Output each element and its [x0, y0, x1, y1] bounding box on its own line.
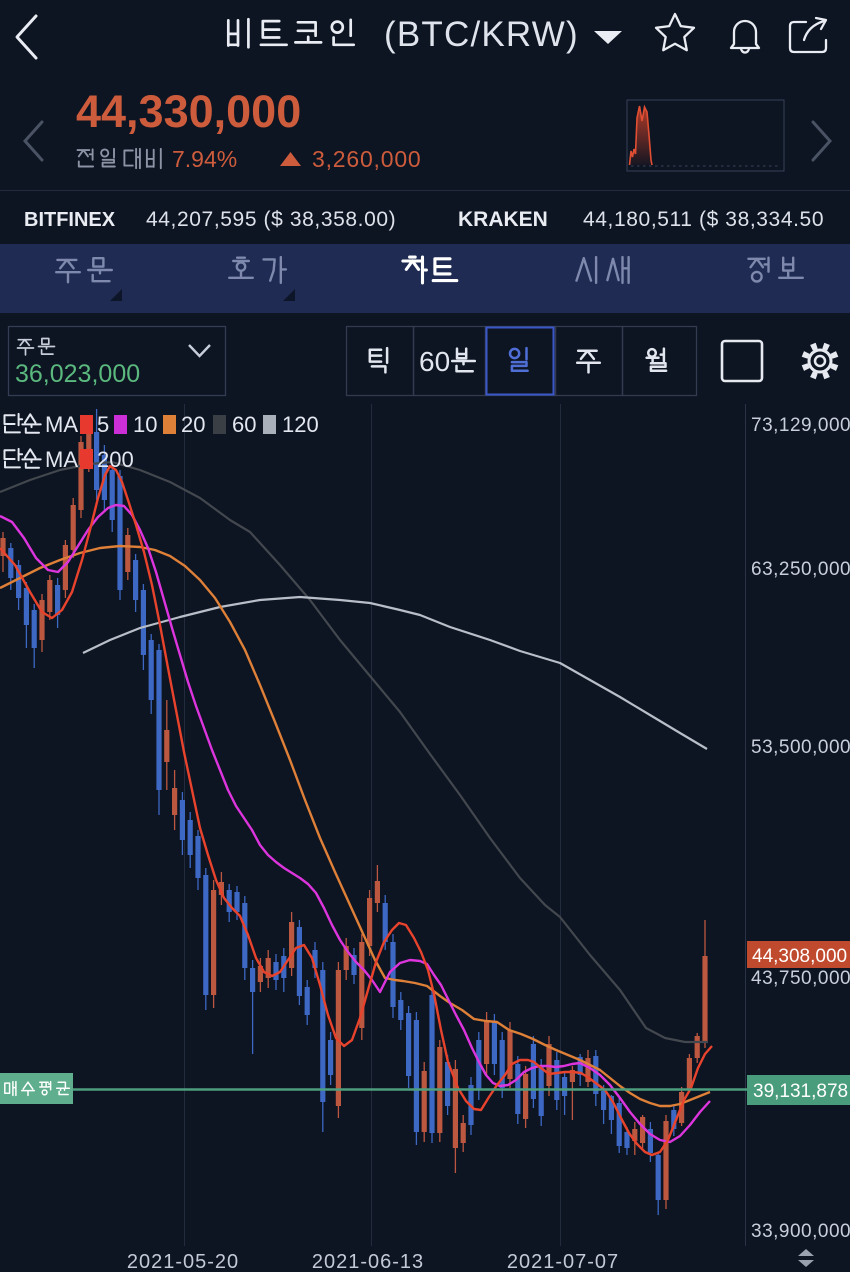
svg-text:73,129,000: 73,129,000 — [751, 415, 850, 436]
svg-text:2021-07-07: 2021-07-07 — [507, 1251, 619, 1272]
svg-text:MA: MA — [45, 412, 78, 437]
svg-text:53,500,000: 53,500,000 — [751, 737, 850, 758]
svg-text:MA: MA — [45, 447, 78, 472]
svg-text:60: 60 — [419, 346, 450, 377]
svg-text:44,207,595 ($ 38,358.00): 44,207,595 ($ 38,358.00) — [146, 208, 396, 231]
svg-text:7.94%: 7.94% — [172, 146, 237, 172]
svg-text:63,250,000: 63,250,000 — [751, 559, 850, 580]
svg-text:44,308,000: 44,308,000 — [752, 946, 847, 967]
svg-text:43,750,000: 43,750,000 — [751, 968, 850, 989]
svg-text:60: 60 — [232, 412, 256, 437]
svg-text:200: 200 — [97, 447, 134, 472]
svg-text:20: 20 — [181, 412, 205, 437]
svg-text:33,900,000: 33,900,000 — [751, 1221, 850, 1242]
svg-text:36,023,000: 36,023,000 — [15, 360, 140, 388]
svg-text:2021-05-20: 2021-05-20 — [127, 1251, 239, 1272]
svg-text:44,330,000: 44,330,000 — [76, 86, 301, 137]
svg-text:10: 10 — [133, 412, 157, 437]
svg-text:44,180,511 ($ 38,334.50: 44,180,511 ($ 38,334.50 — [583, 208, 824, 231]
svg-text:(BTC/KRW): (BTC/KRW) — [384, 15, 579, 54]
svg-text:39,131,878: 39,131,878 — [753, 1081, 848, 1102]
svg-text:BITFINEX: BITFINEX — [24, 209, 116, 231]
svg-text:120: 120 — [282, 412, 319, 437]
svg-text:KRAKEN: KRAKEN — [458, 208, 548, 231]
svg-text:5: 5 — [97, 412, 109, 437]
svg-text:2021-06-13: 2021-06-13 — [312, 1251, 424, 1272]
svg-text:3,260,000: 3,260,000 — [312, 146, 422, 172]
